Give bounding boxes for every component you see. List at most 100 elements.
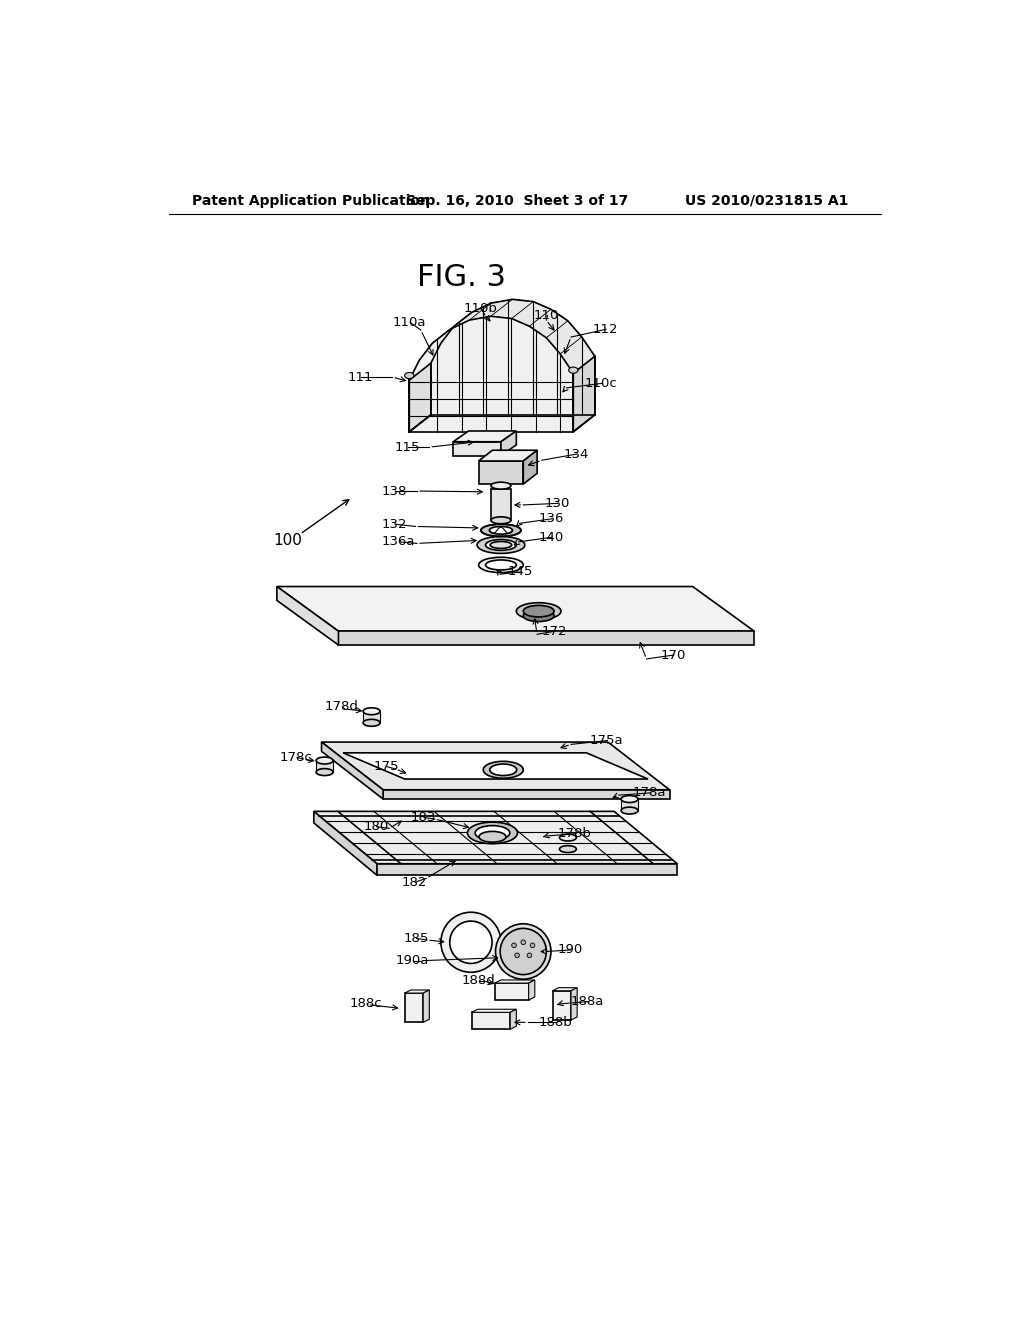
- Text: 185: 185: [403, 932, 428, 945]
- Ellipse shape: [481, 524, 521, 536]
- Polygon shape: [423, 990, 429, 1022]
- Bar: [478, 461, 523, 484]
- Text: 175: 175: [374, 760, 399, 774]
- Text: 188a: 188a: [571, 995, 604, 1008]
- Polygon shape: [469, 300, 512, 321]
- Polygon shape: [316, 760, 333, 772]
- Polygon shape: [404, 993, 423, 1022]
- Text: 112: 112: [593, 323, 618, 335]
- Ellipse shape: [467, 822, 517, 843]
- Ellipse shape: [483, 762, 523, 779]
- Text: 132: 132: [382, 517, 408, 531]
- Text: 178a: 178a: [633, 787, 666, 800]
- Polygon shape: [454, 430, 516, 442]
- Polygon shape: [343, 752, 648, 779]
- Polygon shape: [573, 356, 595, 432]
- Ellipse shape: [450, 921, 493, 964]
- Ellipse shape: [316, 758, 333, 764]
- Polygon shape: [276, 586, 755, 631]
- Ellipse shape: [490, 482, 511, 490]
- Text: 190a: 190a: [395, 954, 429, 968]
- Text: 136a: 136a: [382, 536, 415, 548]
- Text: 138: 138: [382, 484, 407, 498]
- Polygon shape: [451, 304, 490, 330]
- Polygon shape: [560, 337, 595, 374]
- Polygon shape: [528, 979, 535, 1001]
- Ellipse shape: [521, 940, 525, 945]
- Text: 178d: 178d: [325, 700, 358, 713]
- Text: 110b: 110b: [463, 302, 497, 315]
- Polygon shape: [512, 302, 551, 326]
- Ellipse shape: [404, 372, 414, 379]
- Polygon shape: [404, 990, 429, 993]
- Ellipse shape: [515, 953, 519, 958]
- Polygon shape: [495, 979, 535, 983]
- Text: 190: 190: [557, 944, 583, 957]
- Text: 178b: 178b: [558, 828, 592, 841]
- Ellipse shape: [527, 953, 531, 958]
- Text: 178c: 178c: [280, 751, 312, 764]
- Text: Patent Application Publication: Patent Application Publication: [193, 194, 430, 207]
- Text: 188d: 188d: [462, 974, 496, 987]
- Ellipse shape: [490, 517, 511, 524]
- Polygon shape: [419, 326, 454, 360]
- Ellipse shape: [489, 764, 517, 776]
- Polygon shape: [490, 300, 534, 318]
- Polygon shape: [313, 812, 377, 875]
- Ellipse shape: [441, 912, 501, 973]
- Ellipse shape: [523, 610, 554, 622]
- Polygon shape: [501, 430, 516, 455]
- Text: 110a: 110a: [392, 315, 426, 329]
- Text: 111: 111: [348, 371, 373, 384]
- Polygon shape: [322, 742, 670, 789]
- Polygon shape: [529, 309, 568, 338]
- Polygon shape: [410, 363, 431, 432]
- Ellipse shape: [496, 924, 551, 979]
- Ellipse shape: [516, 603, 561, 619]
- Bar: [454, 442, 501, 455]
- Text: 180: 180: [364, 820, 388, 833]
- Text: 183: 183: [411, 810, 436, 824]
- Text: 115: 115: [394, 441, 420, 454]
- Ellipse shape: [523, 606, 554, 616]
- Ellipse shape: [512, 942, 516, 948]
- Polygon shape: [472, 1010, 516, 1012]
- Polygon shape: [322, 742, 383, 799]
- Ellipse shape: [477, 536, 524, 553]
- Polygon shape: [553, 991, 571, 1020]
- Ellipse shape: [364, 708, 380, 714]
- Text: 145: 145: [508, 565, 534, 578]
- Ellipse shape: [500, 928, 547, 974]
- Ellipse shape: [568, 367, 578, 374]
- Ellipse shape: [485, 560, 516, 570]
- Polygon shape: [621, 799, 638, 810]
- Ellipse shape: [364, 719, 380, 726]
- Ellipse shape: [530, 942, 535, 948]
- Text: 134: 134: [563, 447, 589, 461]
- Polygon shape: [523, 450, 538, 484]
- Text: Sep. 16, 2010  Sheet 3 of 17: Sep. 16, 2010 Sheet 3 of 17: [407, 194, 629, 207]
- Text: 100: 100: [273, 533, 303, 548]
- Polygon shape: [472, 1012, 510, 1030]
- Text: 110c: 110c: [585, 376, 617, 389]
- Polygon shape: [276, 586, 339, 645]
- Text: 170: 170: [660, 648, 686, 661]
- Polygon shape: [478, 450, 538, 461]
- Polygon shape: [559, 837, 577, 849]
- Text: 140: 140: [539, 531, 564, 544]
- Ellipse shape: [559, 846, 577, 853]
- Ellipse shape: [621, 807, 638, 814]
- Ellipse shape: [485, 540, 516, 550]
- Text: 175a: 175a: [590, 734, 624, 747]
- Polygon shape: [364, 711, 380, 723]
- Polygon shape: [377, 863, 677, 875]
- Polygon shape: [432, 313, 472, 343]
- Ellipse shape: [475, 825, 510, 841]
- Polygon shape: [510, 1010, 516, 1030]
- Text: 182: 182: [401, 875, 427, 888]
- Text: 110: 110: [535, 309, 559, 322]
- Polygon shape: [495, 983, 528, 1001]
- Ellipse shape: [478, 557, 523, 573]
- Polygon shape: [383, 789, 670, 799]
- Polygon shape: [490, 488, 511, 520]
